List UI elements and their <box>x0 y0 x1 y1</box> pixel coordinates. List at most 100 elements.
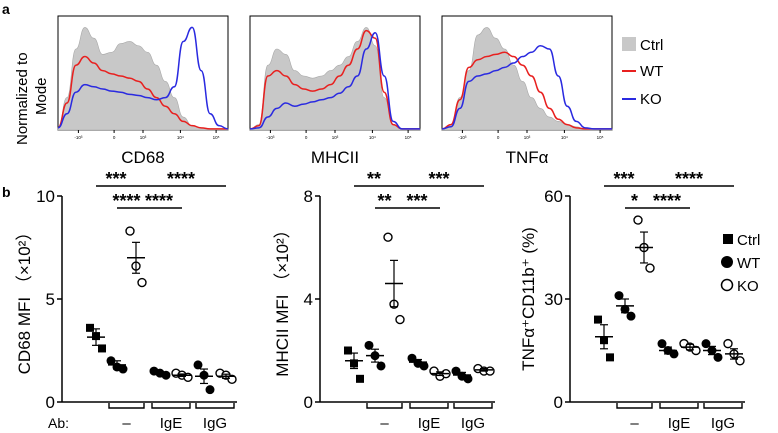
scatter-legend: Ctrl WT KO <box>720 232 760 295</box>
antibody-label: Ab: <box>48 415 69 431</box>
scatter-panel2-y-tick-label: 8 <box>304 187 313 206</box>
scatter-panel1-sig-label: *** <box>105 169 126 189</box>
histogram-mhcii-tick-label: -10³ <box>266 135 275 140</box>
scatter-panel3-point-wt <box>614 291 624 301</box>
scatter-panel3-sig-label: **** <box>675 169 703 189</box>
scatter-panel1-sig-label: **** <box>145 191 173 211</box>
scatter-legend-ctrl-label: Ctrl <box>737 232 760 249</box>
scatter-panel3-point-wtige <box>657 339 667 349</box>
scatter-panel2-point-wtigg <box>463 374 473 384</box>
legend-ctrl-swatch <box>622 37 636 51</box>
scatter-panel3-group-label: IgE <box>668 415 691 432</box>
histogram-ylabel-line2: Mode <box>33 77 50 115</box>
scatter-panel2-point-wtigg <box>451 366 461 376</box>
scatter-panel3-sig-label: **** <box>653 191 681 211</box>
scatter-panel2-y-tick-label: 4 <box>304 290 313 309</box>
histogram-panel-cd68: -10³ 0 10³ 10⁴ 10⁵ CD68 <box>57 15 229 167</box>
histogram-tnf-xlabel: TNFα <box>506 148 549 167</box>
scatter-panel2-group-label: IgG <box>461 415 485 432</box>
scatter-panel2-group-bracket <box>453 403 493 409</box>
scatter-panel3-sig-label: * <box>631 191 638 211</box>
scatter-panel3-y-tick-label: 0 <box>554 393 563 412</box>
scatter-panel3-group-bracket <box>703 403 743 409</box>
scatter-panel3-group-bracket <box>659 403 699 409</box>
scatter-panel1-ylabel: CD68 MFI （×10²） <box>15 224 34 375</box>
histogram-cd68-tick-label: 0 <box>113 135 116 140</box>
scatter-panel3-sig-label: *** <box>613 169 634 189</box>
histogram-mhcii-ko-line <box>249 32 420 130</box>
histogram-tnf-tick-label: 10⁵ <box>597 135 604 140</box>
scatter-panel1-point-koigg <box>227 374 237 385</box>
scatter-panel3-point-ko <box>633 215 643 225</box>
histogram-mhcii-wt-line <box>249 29 420 130</box>
scatter-panel1-group-bracket <box>151 403 191 409</box>
scatter-panel3-point-wt <box>626 311 636 321</box>
legend-wt-label: WT <box>640 63 663 80</box>
scatter-panel2-point-wt <box>364 340 374 350</box>
scatter-panel1-point-ko <box>137 277 147 288</box>
scatter-panel3-group-label: IgG <box>711 415 735 432</box>
legend-ko-label: KO <box>640 91 662 108</box>
histogram-mhcii-xlabel: MHCII <box>311 148 359 167</box>
scatter-panel3-point-koigg <box>723 338 733 349</box>
scatter-panel1-sig-label: **** <box>112 191 140 211</box>
scatter-panel1-point-wtigg <box>193 360 203 370</box>
scatter-panel1-group-bracket <box>195 403 235 409</box>
scatter-legend-wt-marker <box>721 256 733 268</box>
histogram-tnf-ko-line <box>441 45 612 130</box>
scatter-panel1-point-ctrl <box>98 344 106 353</box>
scatter-panel2-point-ko <box>383 232 393 242</box>
scatter-legend-wt-label: WT <box>737 255 760 272</box>
scatter-panel2-sig-label: ** <box>367 169 381 189</box>
histogram-tnf-wt-line <box>441 51 612 130</box>
scatter-panel2-group-label: IgE <box>418 415 441 432</box>
histogram-panel-tnfa: -10³ 0 10³ 10⁴ 10⁵ TNFα <box>441 15 613 167</box>
histogram-mhcii-tick-label: 10⁴ <box>369 135 376 140</box>
scatter-panel1-point-wt <box>106 356 116 366</box>
scatter-panel1-group-label: – <box>122 415 131 432</box>
scatter-panel3-point-ko <box>645 263 655 273</box>
scatter-panel1-group-label: IgE <box>160 415 183 432</box>
scatter-panel3-ylabel: TNFα⁺CD11b⁺ (%) <box>519 227 538 371</box>
scatter-panel1-group-label: IgG <box>203 415 227 432</box>
scatter-panel1-point-wtigg <box>205 385 215 395</box>
scatter-panel3-y-tick-label: 30 <box>544 290 563 309</box>
scatter-panel2-point-wtige <box>419 361 429 371</box>
scatter-panel1-sig-label: **** <box>167 169 195 189</box>
scatter-panel2-group-bracket <box>366 403 403 409</box>
histogram-cd68-xlabel: CD68 <box>121 148 164 167</box>
scatter-panel3-group-bracket <box>616 403 653 409</box>
histogram-cd68-tick-label: 10³ <box>140 135 147 140</box>
histogram-tnf-tick-label: 10³ <box>524 135 531 140</box>
scatter-panel3-point-ctrl <box>606 353 614 362</box>
scatter-panel2-point-ko <box>395 314 405 325</box>
scatter-panel2-point-ctrl <box>356 374 364 383</box>
scatter-panel3-point-ctrl <box>594 315 602 324</box>
histogram-mhcii-tick-label: 0 <box>305 135 308 140</box>
scatter-legend-ctrl-marker <box>723 234 733 244</box>
scatter-panel2-sig-label: *** <box>428 169 449 189</box>
histogram-ylabel-line1: Normalized to <box>14 52 31 145</box>
histogram-mhcii-tick-label: 10³ <box>332 135 339 140</box>
scatter-panel3-point-wtige <box>669 349 679 359</box>
scatter-panel2-sig-label: *** <box>406 191 427 211</box>
panel-label-b: b <box>2 184 11 200</box>
histogram-cd68-tick-label: 10⁴ <box>177 135 184 140</box>
scatter-panel2-point-wtige <box>407 353 417 363</box>
scatter-legend-ko-marker <box>720 278 734 292</box>
scatter-panel2-ylabel: MHCII MFI （×10²） <box>273 221 292 376</box>
scatter-legend-ko-label: KO <box>737 278 759 295</box>
scatter-panel2-sig-label: ** <box>377 191 391 211</box>
scatter-panel1-point-wt <box>118 364 128 374</box>
legend-ctrl-label: Ctrl <box>640 37 663 54</box>
histogram-mhcii-tick-label: 10⁵ <box>405 135 412 140</box>
histogram-cd68-ko-line <box>57 26 229 130</box>
histogram-cd68-tick-label: -10³ <box>74 135 83 140</box>
scatter-panel2-group-label: – <box>380 415 389 432</box>
histogram-panel-mhcii: -10³ 0 10³ 10⁴ 10⁵ MHCII <box>249 15 421 167</box>
scatter-panel3-y-tick-label: 60 <box>544 187 563 206</box>
